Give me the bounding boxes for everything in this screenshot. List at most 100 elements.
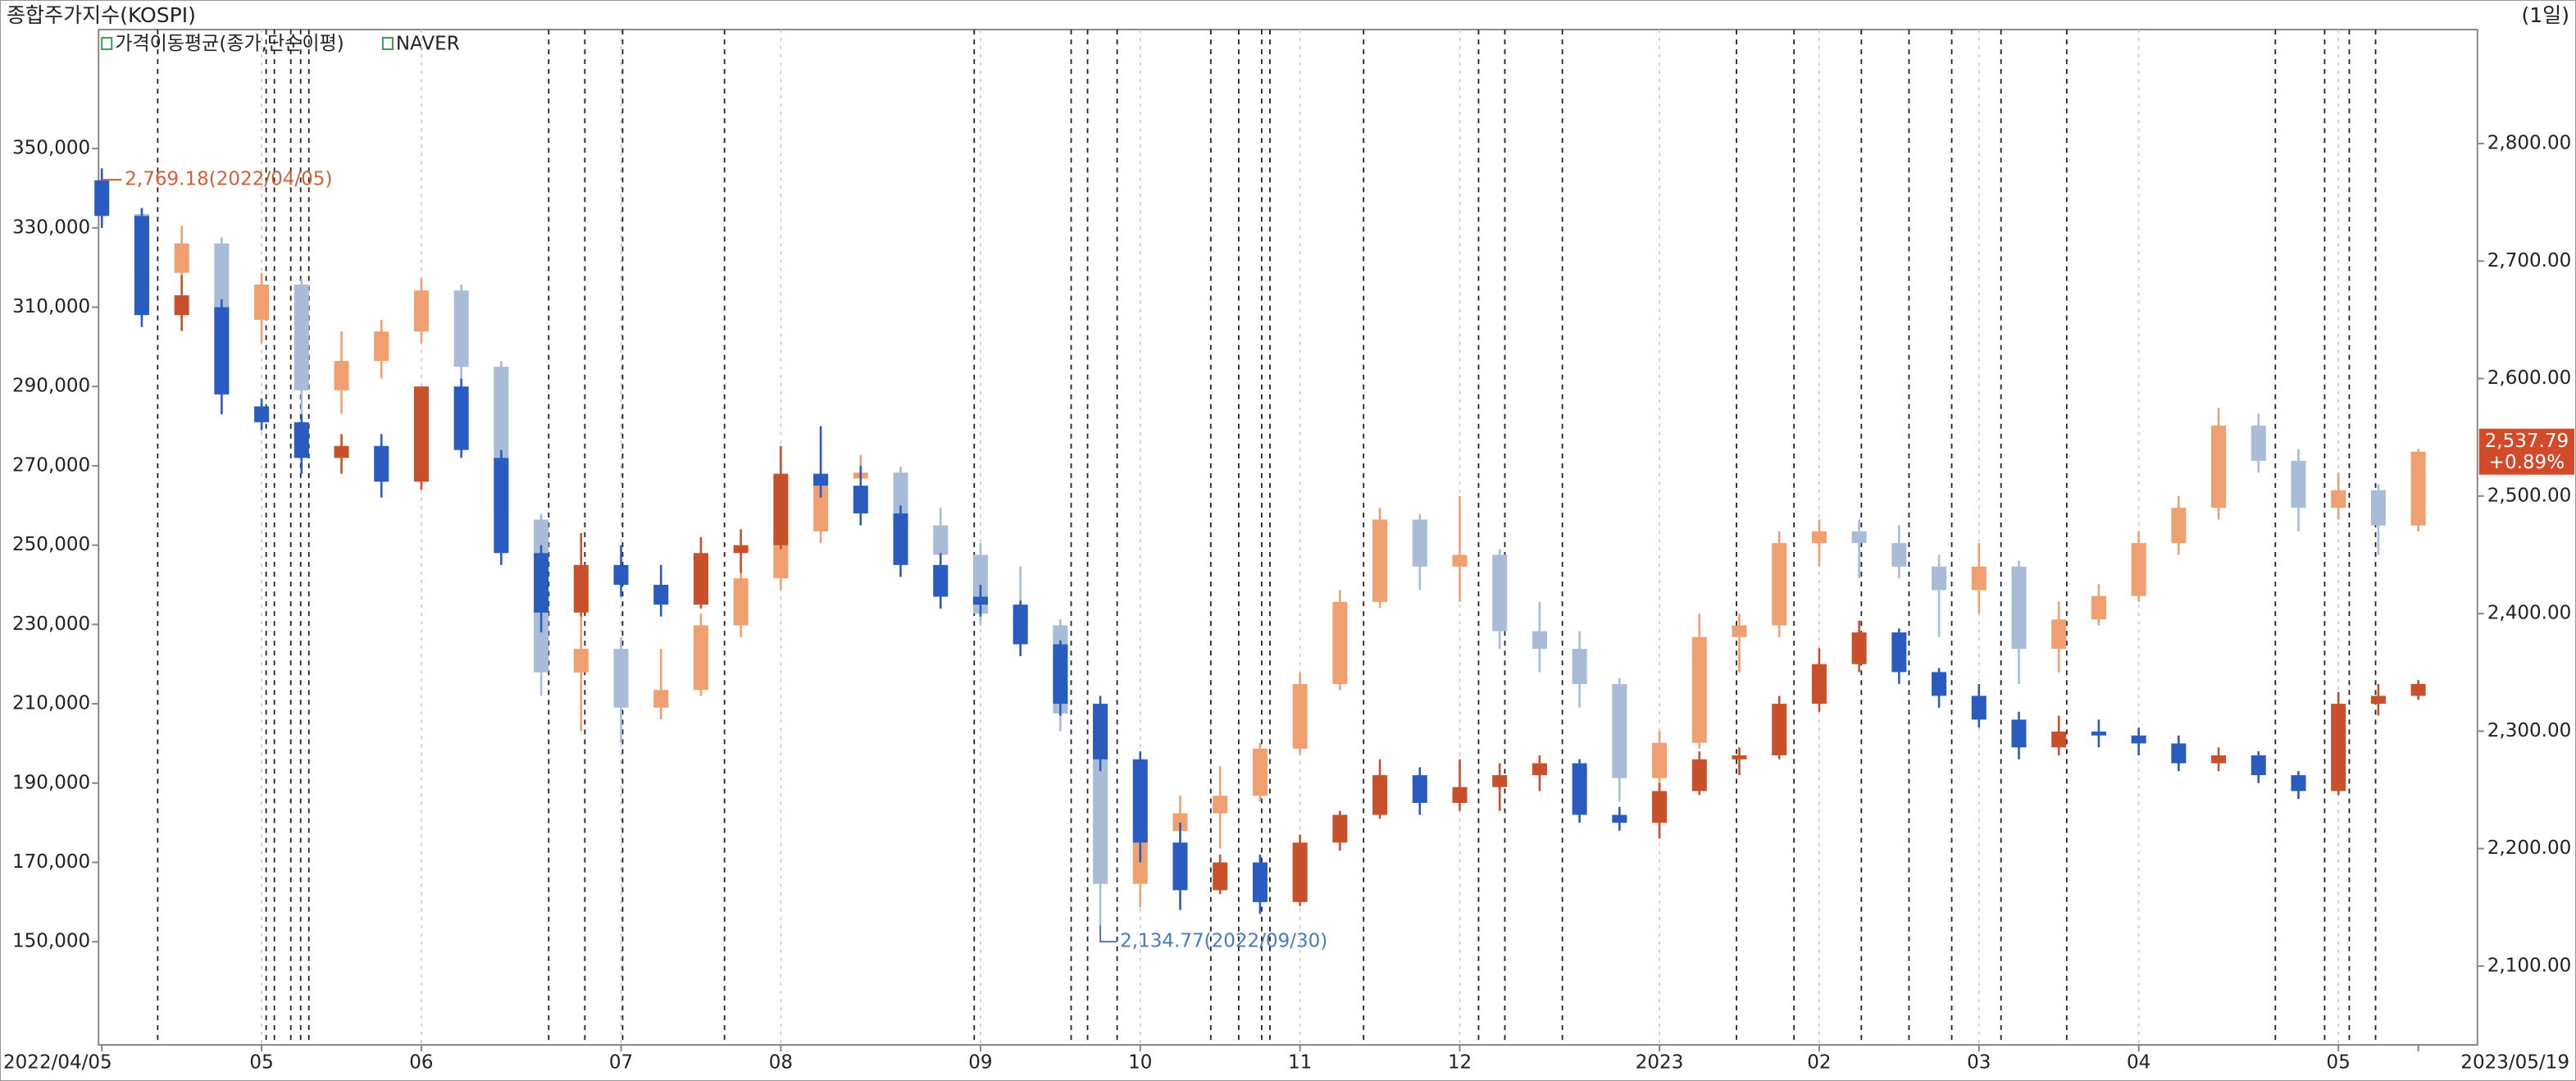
- candle-body: [933, 564, 949, 597]
- y-tick-label: 190,000: [12, 772, 90, 793]
- candle-body: [2171, 743, 2187, 764]
- x-tick-label: 10: [1128, 1051, 1152, 1073]
- y2-tick-label: 2,500.00: [2487, 485, 2572, 506]
- candle-body: [693, 625, 708, 691]
- candle-body: [1492, 554, 1508, 632]
- candle-body: [1612, 684, 1627, 778]
- candle-body: [453, 386, 469, 450]
- candle-body: [1292, 684, 1308, 749]
- candle-body: [2091, 595, 2106, 620]
- candle-body: [174, 295, 189, 316]
- candle-body: [174, 243, 189, 273]
- legend-entry: NAVER: [396, 34, 460, 55]
- candle-body: [1053, 644, 1068, 705]
- y2-tick-label: 2,200.00: [2487, 837, 2572, 859]
- candle-body: [733, 578, 749, 626]
- candle-body: [1252, 862, 1268, 902]
- x-tick-label: 11: [1288, 1051, 1312, 1073]
- legend-icon: [381, 37, 394, 51]
- candle-body: [214, 307, 230, 395]
- candle-body: [94, 180, 110, 217]
- candle-body: [2410, 683, 2426, 696]
- candle-body: [2251, 425, 2266, 461]
- min-pointer: [1099, 925, 1117, 943]
- candle-body: [893, 513, 908, 565]
- candle-body: [853, 486, 868, 513]
- candle-body: [2370, 696, 2386, 705]
- candle-body: [1452, 554, 1468, 567]
- candle-body: [254, 406, 270, 422]
- x-tick-label: 12: [1448, 1051, 1472, 1073]
- candle-body: [573, 649, 589, 673]
- y2-tick-label: 2,100.00: [2487, 955, 2572, 976]
- candle-body: [294, 422, 309, 458]
- x-tick-label: 04: [2127, 1051, 2150, 1073]
- candle-body: [1412, 775, 1427, 803]
- candle-body: [1772, 543, 1787, 626]
- x-tick-label: 07: [609, 1051, 633, 1073]
- x-tick-label: 05: [2327, 1051, 2351, 1073]
- legend-icon: [101, 37, 113, 51]
- candle-body: [214, 243, 230, 320]
- candle-body: [334, 445, 349, 458]
- candle-body: [2211, 425, 2227, 509]
- candle-body: [1292, 842, 1308, 902]
- candle-body: [413, 386, 429, 482]
- candle-body: [1452, 787, 1468, 803]
- y-tick-label: 150,000: [12, 931, 90, 952]
- candle-body: [2011, 719, 2027, 748]
- candle-body: [613, 564, 629, 586]
- candle-body: [813, 473, 829, 486]
- candle-body: [933, 525, 949, 555]
- candle-body: [653, 585, 669, 605]
- y-tick-label: 210,000: [12, 693, 90, 714]
- candle-body: [1691, 759, 1707, 791]
- x-tick-label: 2023/05/19: [2460, 1051, 2569, 1073]
- min-label: 2,134.77(2022/09/30): [1120, 931, 1327, 952]
- candle-body: [1732, 755, 1747, 759]
- candle-body: [2171, 508, 2187, 544]
- candle-body: [813, 478, 829, 531]
- candle-body: [1213, 862, 1228, 891]
- plot-area: [98, 29, 2478, 1046]
- candle-body: [1691, 636, 1707, 743]
- candle-body: [494, 458, 509, 554]
- candle-body: [2131, 735, 2146, 744]
- candle-body: [1572, 763, 1587, 815]
- candle-body: [1932, 566, 1947, 591]
- candle-body: [2291, 460, 2306, 509]
- candle-body: [1013, 604, 1028, 645]
- candle-body: [1172, 813, 1188, 832]
- candle-body: [1811, 664, 1827, 705]
- candle-body: [534, 553, 549, 613]
- candle-body: [374, 331, 389, 362]
- candle-body: [1372, 775, 1388, 815]
- candle-body: [1932, 672, 1947, 696]
- candle-body: [2331, 704, 2346, 791]
- y-tick-label: 310,000: [12, 296, 90, 317]
- candle-body: [334, 361, 349, 390]
- candle-body: [653, 690, 669, 708]
- candle-body: [2011, 566, 2027, 650]
- candle-body: [2410, 451, 2426, 526]
- x-tick-label: 09: [968, 1051, 992, 1073]
- candle-body: [1612, 814, 1627, 823]
- x-tick-label: 03: [1967, 1051, 1991, 1073]
- candle-body: [2211, 755, 2227, 764]
- candle-body: [1132, 759, 1148, 843]
- candle-body: [1572, 649, 1587, 685]
- candle-body: [2370, 490, 2386, 526]
- candle-body: [1252, 748, 1268, 796]
- max-label: 2,769.18(2022/04/05): [125, 169, 332, 190]
- candle-body: [1851, 531, 1867, 544]
- candle-body: [2131, 543, 2146, 596]
- chart-title: 종합주가지수(KOSPI): [7, 3, 196, 27]
- candle-body: [893, 472, 908, 526]
- candle-body: [1531, 763, 1547, 776]
- candle-body: [1851, 632, 1867, 664]
- last-value-label: 2,537.79: [2485, 431, 2569, 452]
- candle-body: [453, 290, 469, 367]
- candle-body: [1531, 631, 1547, 650]
- candle-body: [1732, 625, 1747, 637]
